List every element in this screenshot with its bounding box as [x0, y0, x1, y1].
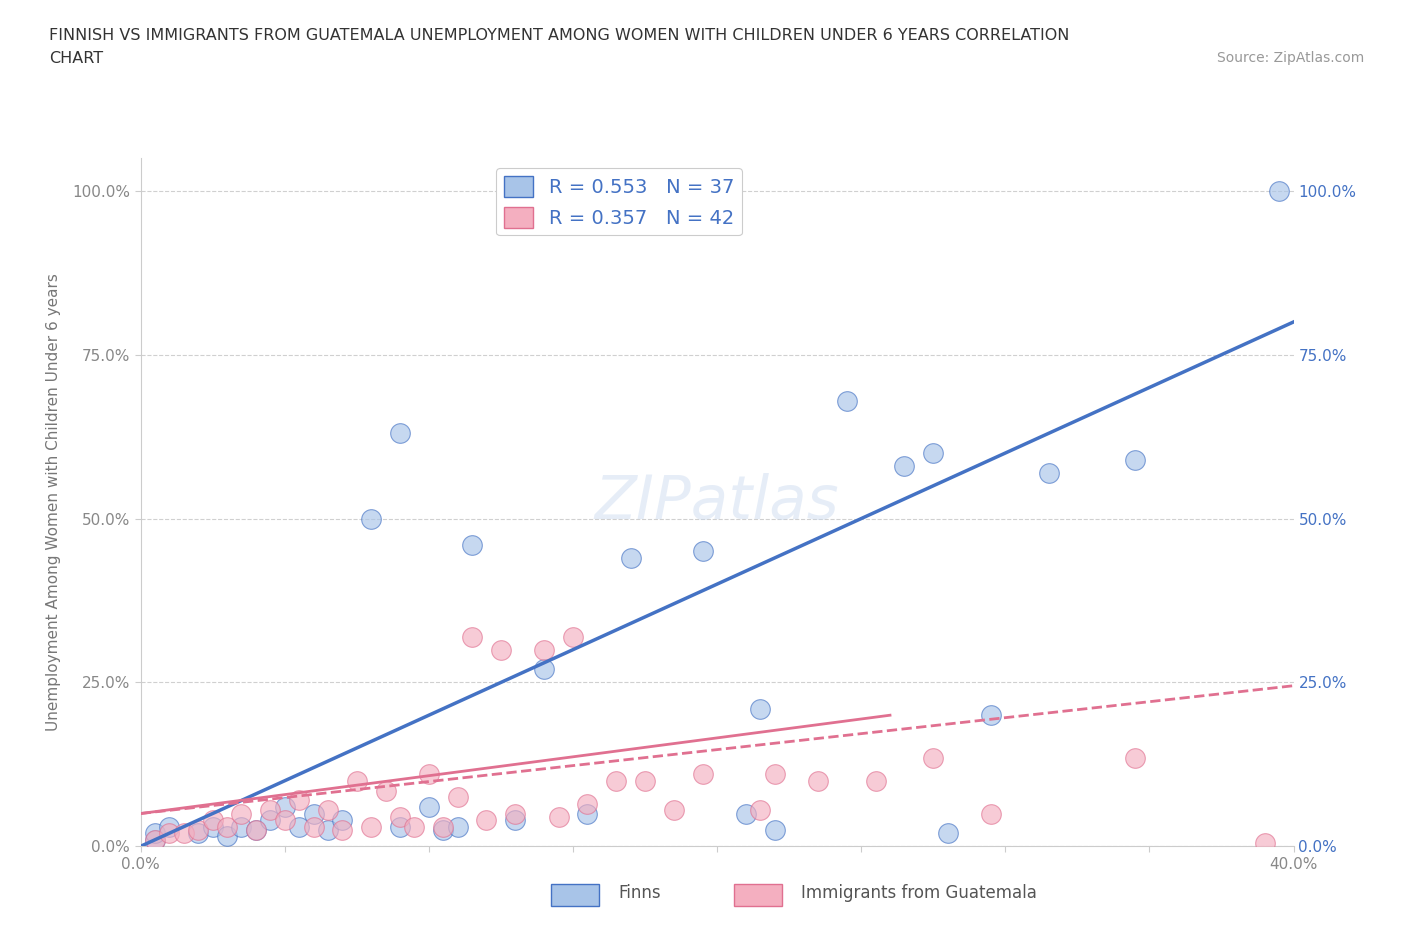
Point: [619, 551, 641, 565]
Text: CHART: CHART: [49, 51, 103, 66]
Point: [388, 819, 411, 834]
Point: [980, 806, 1002, 821]
Point: [316, 803, 339, 817]
Point: [201, 819, 224, 834]
Point: [159, 826, 180, 841]
Point: [288, 793, 311, 808]
Point: [388, 809, 411, 824]
Point: [807, 774, 830, 789]
Point: [461, 629, 484, 644]
Point: [360, 819, 382, 834]
Point: [374, 783, 396, 798]
Point: [503, 806, 526, 821]
Point: [187, 826, 209, 841]
Point: [475, 813, 498, 828]
Point: [763, 822, 786, 837]
Point: [735, 806, 758, 821]
Point: [432, 819, 454, 834]
Point: [533, 662, 555, 677]
Point: [922, 445, 945, 460]
Point: [547, 809, 569, 824]
Point: [461, 538, 484, 552]
Text: Source: ZipAtlas.com: Source: ZipAtlas.com: [1216, 51, 1364, 65]
Point: [231, 819, 253, 834]
Point: [1268, 183, 1291, 198]
Point: [936, 826, 959, 841]
Point: [1123, 751, 1146, 765]
Point: [980, 708, 1002, 723]
Point: [217, 829, 239, 844]
Point: [692, 766, 714, 781]
Point: [835, 393, 858, 408]
Point: [1254, 835, 1277, 850]
Point: [143, 826, 166, 841]
Point: [201, 813, 224, 828]
Point: [533, 643, 555, 658]
Point: [302, 806, 325, 821]
Point: [404, 819, 426, 834]
Point: [187, 822, 209, 837]
Point: [922, 751, 945, 765]
Point: [576, 806, 599, 821]
Point: [749, 701, 772, 716]
Point: [143, 832, 166, 847]
Point: [159, 819, 180, 834]
Text: Finns: Finns: [619, 884, 661, 902]
Point: [634, 774, 657, 789]
Point: [288, 819, 311, 834]
Point: [302, 819, 325, 834]
Point: [259, 813, 281, 828]
Point: [173, 826, 195, 841]
Point: [447, 790, 470, 804]
Point: [245, 822, 267, 837]
Point: [388, 426, 411, 441]
Point: [245, 822, 267, 837]
Point: [489, 643, 512, 658]
Point: [217, 819, 239, 834]
Text: Immigrants from Guatemala: Immigrants from Guatemala: [801, 884, 1038, 902]
Text: ZIPatlas: ZIPatlas: [595, 472, 839, 532]
Point: [692, 544, 714, 559]
Point: [346, 774, 368, 789]
Point: [763, 766, 786, 781]
Point: [231, 806, 253, 821]
Point: [503, 813, 526, 828]
Point: [418, 766, 440, 781]
Point: [605, 774, 627, 789]
Point: [662, 803, 685, 817]
Point: [274, 800, 297, 815]
Point: [562, 629, 585, 644]
Point: [447, 819, 470, 834]
Point: [432, 822, 454, 837]
Point: [893, 458, 915, 473]
Point: [418, 800, 440, 815]
Text: FINNISH VS IMMIGRANTS FROM GUATEMALA UNEMPLOYMENT AMONG WOMEN WITH CHILDREN UNDE: FINNISH VS IMMIGRANTS FROM GUATEMALA UNE…: [49, 28, 1070, 43]
Point: [332, 813, 354, 828]
Point: [360, 512, 382, 526]
Legend: R = 0.553   N = 37, R = 0.357   N = 42: R = 0.553 N = 37, R = 0.357 N = 42: [496, 167, 742, 235]
Point: [1038, 465, 1060, 480]
Point: [576, 796, 599, 811]
Y-axis label: Unemployment Among Women with Children Under 6 years: Unemployment Among Women with Children U…: [46, 273, 60, 731]
Point: [274, 813, 297, 828]
Point: [865, 774, 887, 789]
Point: [1123, 452, 1146, 467]
Point: [259, 803, 281, 817]
Point: [332, 822, 354, 837]
Point: [143, 832, 166, 847]
Point: [316, 822, 339, 837]
Point: [749, 803, 772, 817]
